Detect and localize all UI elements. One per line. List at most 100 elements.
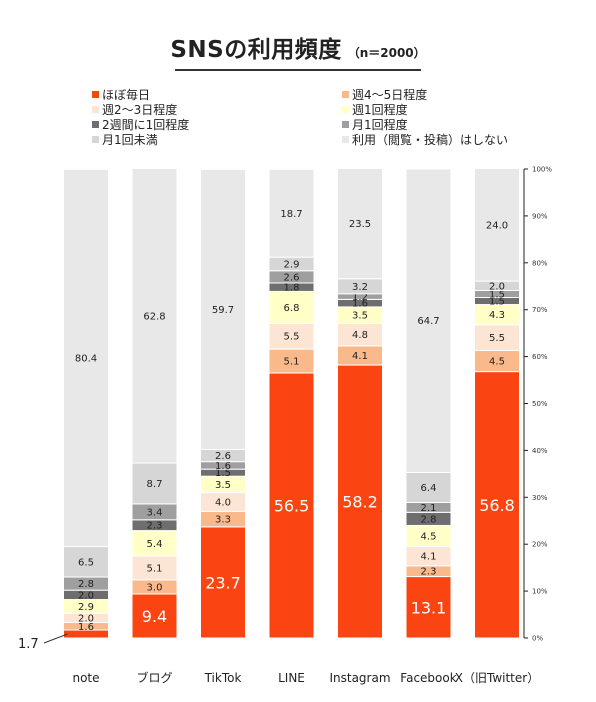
legend-item: ほぼ毎日 [92, 88, 150, 103]
x-category-label: note [72, 671, 99, 685]
legend-label: 週4～5日程度 [352, 88, 428, 102]
legend-item: 月1回未満 [92, 133, 158, 148]
bar-value-label: 2.9 [284, 259, 300, 270]
x-category-label: LINE [278, 671, 305, 685]
bar-value-label: 56.8 [479, 496, 515, 515]
bar-segment [63, 168, 109, 548]
bar-value-label: 6.5 [78, 557, 94, 568]
y-tick-label: 80% [532, 259, 548, 267]
bar-value-label: 1.6 [215, 461, 231, 472]
bar-segment [268, 168, 315, 258]
legend-swatch [92, 121, 99, 128]
bar-value-label: 24.0 [486, 220, 508, 231]
bar-value-label: 2.1 [421, 503, 437, 514]
callout-label: 1.7 [18, 637, 39, 652]
y-tick-label: 100% [532, 166, 552, 174]
bar-segment [63, 546, 109, 578]
legend-item: 週1回程度 [342, 103, 408, 118]
bar-value-label: 3.4 [147, 507, 163, 518]
bar-value-label: 2.0 [78, 590, 94, 601]
legend-label: 月1回未満 [102, 133, 158, 147]
bar-segment [337, 364, 383, 639]
chart-title-block: SNSの利用頻度 （n＝2000） [0, 30, 596, 64]
y-tick-label: 40% [532, 447, 548, 455]
bar-value-label: 18.7 [280, 209, 302, 220]
x-category-label: TikTok [204, 671, 242, 685]
bar-value-label: 64.7 [417, 316, 439, 327]
bar-value-label: 23.5 [349, 219, 371, 230]
legend-swatch [92, 91, 99, 98]
bar-value-label: 4.0 [215, 497, 231, 508]
bar-value-label: 2.6 [215, 451, 231, 462]
legend-swatch [92, 106, 99, 113]
y-tick-label: 90% [532, 212, 548, 220]
bar-value-label: 58.2 [342, 493, 378, 512]
bar-value-label: 3.3 [215, 515, 231, 526]
bar-value-label: 3.5 [215, 480, 231, 491]
bar-value-label: 4.1 [421, 552, 437, 563]
legend-swatch [342, 136, 349, 143]
bar-value-label: 5.5 [284, 332, 300, 343]
bar-value-label: 4.8 [352, 330, 368, 341]
bar-segment [405, 168, 452, 473]
legend-swatch [342, 121, 349, 128]
bar-value-label: 23.7 [205, 573, 241, 592]
x-category-label: X（旧Twitter） [455, 671, 539, 685]
bar-value-label: 4.5 [421, 531, 437, 542]
bar-value-label: 1.5 [489, 297, 505, 308]
bar-value-label: 3.2 [352, 282, 368, 293]
bar-value-label: 5.1 [147, 563, 163, 574]
y-tick-label: 50% [532, 400, 548, 408]
bar-segment [131, 530, 178, 557]
y-tick-label: 10% [532, 588, 548, 596]
bar-value-label: 13.1 [411, 598, 447, 617]
bar-value-label: 1.6 [352, 299, 368, 310]
bar-value-label: 8.7 [147, 479, 163, 490]
legend-label: ほぼ毎日 [102, 88, 151, 102]
bar-value-label: 1.6 [78, 622, 94, 633]
legend-item: 利用（閲覧・投稿）はしない [342, 133, 508, 148]
legend-swatch [92, 136, 99, 143]
bar-value-label: 3.5 [352, 311, 368, 322]
x-category-label: Instagram [329, 671, 390, 685]
bar-value-label: 2.3 [421, 567, 437, 578]
bar-segment [337, 168, 383, 280]
y-tick-label: 30% [532, 494, 548, 502]
legend-swatch [342, 106, 349, 113]
bar-value-label: 9.4 [142, 607, 167, 626]
bar-value-label: 6.8 [284, 303, 300, 314]
bar-value-label: 2.8 [421, 514, 437, 525]
x-category-label: Facebook [400, 671, 456, 685]
y-tick-label: 60% [532, 353, 548, 361]
bar-value-label: 1.2 [352, 292, 368, 303]
bar-value-label: 4.3 [489, 310, 505, 321]
legend-swatch [342, 91, 349, 98]
bar-value-label: 6.4 [421, 483, 437, 494]
bar-value-label: 5.4 [147, 539, 163, 550]
legend-item: 週2～3日程度 [92, 103, 177, 118]
legend-label: 週1回程度 [352, 103, 408, 117]
bar-value-label: 1.5 [215, 468, 231, 479]
y-tick-label: 70% [532, 306, 548, 314]
legend-item: 月1回程度 [342, 118, 408, 133]
bar-value-label: 5.5 [489, 333, 505, 344]
bar-segment [131, 593, 178, 639]
bar-segment [268, 322, 315, 350]
y-tick-label: 0% [532, 635, 543, 643]
bar-value-label: 59.7 [212, 305, 234, 316]
chart-subtitle: （n＝2000） [347, 46, 426, 60]
bar-segment [268, 372, 315, 639]
bar-value-label: 2.6 [284, 272, 300, 283]
bar-value-label: 2.3 [147, 521, 163, 532]
bar-value-label: 2.8 [78, 579, 94, 590]
bar-value-label: 1.5 [489, 289, 505, 300]
bar-value-label: 2.9 [78, 602, 94, 613]
bar-value-label: 4.5 [489, 357, 505, 368]
y-tick-label: 20% [532, 541, 548, 549]
bar-segment [131, 462, 178, 505]
bar-value-label: 2.0 [489, 281, 505, 292]
bar-segment [200, 168, 246, 450]
bar-segment [474, 371, 520, 639]
